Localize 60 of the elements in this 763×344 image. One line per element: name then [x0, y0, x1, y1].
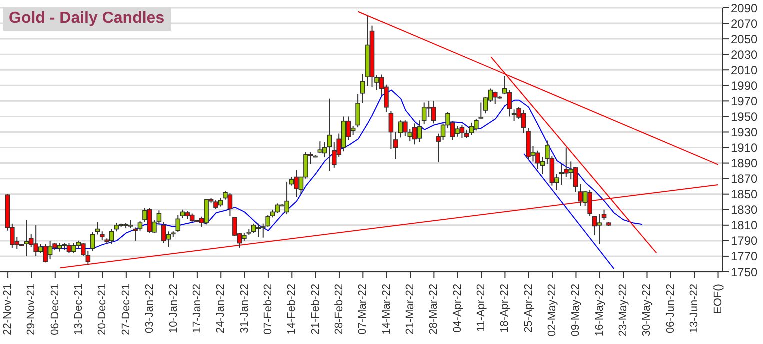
x-tick-label: 24-Jan-22 [215, 284, 228, 334]
candlestick [394, 132, 398, 160]
x-tick-label: 07-Feb-22 [262, 284, 274, 335]
x-tick-label: 21-Mar-22 [404, 284, 417, 335]
x-tick-label: 22-Nov-21 [2, 284, 14, 336]
x-tick-label: 14-Feb-22 [286, 284, 298, 335]
candlestick [95, 222, 100, 236]
y-tick-label: 1870 [731, 172, 758, 186]
x-tick-label: 07-Mar-22 [357, 284, 370, 335]
y-tick-label: 2030 [731, 48, 758, 62]
candlestick [90, 232, 96, 252]
x-tick-label: 13-Dec-21 [73, 284, 86, 336]
x-tick-label: 09-May-22 [570, 284, 582, 337]
x-tick-label: 18-Apr-22 [499, 284, 512, 333]
x-tick-label: 21-Feb-22 [310, 284, 322, 335]
x-tick-label: 04-Apr-22 [452, 284, 464, 333]
chart-title: Gold - Daily Candles [3, 7, 171, 31]
y-tick-label: 1990 [731, 78, 758, 93]
y-tick-label: 1830 [731, 203, 758, 218]
candlestick [388, 110, 394, 150]
x-tick-label: 03-Jan-22 [144, 284, 156, 334]
y-tick-label: 1750 [731, 265, 758, 280]
y-tick-label: 1770 [731, 250, 758, 264]
y-tick-label: 2010 [731, 63, 758, 78]
x-tick-label: 13-Jun-22 [688, 284, 701, 334]
x-tick-label: 28-Feb-22 [333, 284, 346, 335]
x-tick-label: 30-May-22 [641, 284, 654, 337]
x-tick-label: 06-Jun-22 [664, 284, 677, 334]
candlestick [176, 214, 181, 233]
x-tick-label: 27-Dec-21 [120, 284, 132, 336]
x-tick-label: 25-Apr-22 [522, 284, 535, 333]
y-tick-label: 1810 [731, 218, 758, 233]
x-tick-label: 28-Mar-22 [428, 284, 440, 335]
candlestick [602, 209, 607, 220]
x-tick-label: 06-Dec-21 [49, 284, 62, 336]
y-tick-label: 1970 [731, 94, 758, 108]
x-tick-label: 02-May-22 [546, 284, 559, 337]
x-tick-label: 17-Jan-22 [191, 284, 204, 334]
y-tick-label: 2090 [731, 1, 758, 16]
x-tick-label: EOF() [712, 284, 724, 314]
x-tick-label: 29-Nov-21 [26, 284, 38, 336]
x-tick-label: 23-May-22 [618, 284, 630, 337]
candlestick [356, 94, 360, 128]
candlestick [138, 221, 143, 232]
y-tick-label: 1910 [731, 141, 758, 156]
x-tick-label: 16-May-22 [594, 284, 606, 337]
y-tick-label: 2070 [731, 16, 758, 31]
y-tick-label: 2050 [731, 32, 758, 46]
x-tick-label: 14-Mar-22 [380, 284, 393, 335]
x-tick-label: 20-Dec-21 [96, 284, 109, 336]
y-tick-label: 1890 [731, 156, 758, 171]
candlestick [133, 227, 138, 242]
y-tick-label: 1790 [731, 234, 758, 248]
x-tick-label: 11-Apr-22 [476, 284, 488, 332]
y-tick-label: 1850 [731, 188, 758, 202]
y-tick-label: 1950 [731, 110, 758, 124]
x-tick-label: 10-Jan-22 [168, 284, 180, 334]
y-tick-label: 1930 [731, 125, 758, 140]
x-tick-label: 31-Jan-22 [238, 284, 251, 334]
candlestick [478, 102, 484, 119]
